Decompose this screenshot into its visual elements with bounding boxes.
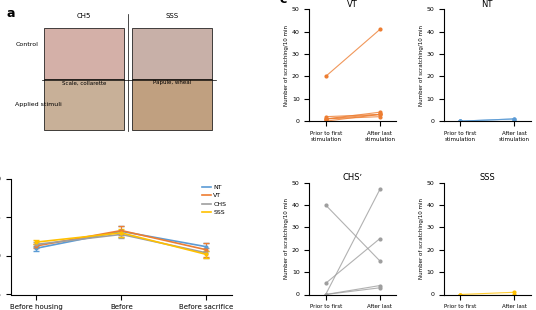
Y-axis label: Number of scratching/10 min: Number of scratching/10 min (419, 25, 423, 106)
FancyBboxPatch shape (132, 79, 212, 130)
Text: Papule, wheal: Papule, wheal (153, 81, 191, 86)
Text: c: c (279, 0, 286, 6)
Text: a: a (6, 7, 15, 20)
Text: CH5: CH5 (77, 13, 91, 19)
Title: NT: NT (481, 0, 493, 8)
FancyBboxPatch shape (44, 29, 124, 79)
Legend: NT, VT, CHS, SSS: NT, VT, CHS, SSS (199, 182, 229, 218)
Title: VT: VT (347, 0, 358, 8)
FancyBboxPatch shape (44, 79, 124, 130)
Text: Control: Control (15, 42, 38, 47)
Title: CHSʼ: CHSʼ (343, 173, 363, 182)
Text: SSS: SSS (166, 13, 179, 19)
Title: SSS: SSS (479, 173, 495, 182)
Text: Applied stimuli: Applied stimuli (15, 102, 62, 107)
Text: Scale, collarette: Scale, collarette (62, 81, 106, 86)
FancyBboxPatch shape (132, 29, 212, 79)
Y-axis label: Number of scratching/10 min: Number of scratching/10 min (284, 198, 289, 279)
Y-axis label: Number of scratching/10 min: Number of scratching/10 min (284, 25, 289, 106)
Y-axis label: Number of scratching/10 min: Number of scratching/10 min (419, 198, 423, 279)
